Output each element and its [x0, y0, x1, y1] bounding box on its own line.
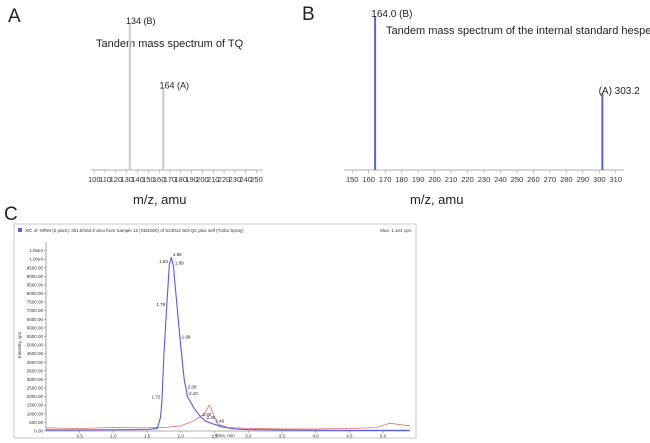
panel-b-xtick-label-13: 280	[560, 175, 573, 184]
panel-b-spectrum: 150 160 170 180 190 200 210 220 230 240 250 260 270 2…	[344, 9, 640, 184]
panel-c-ytick-label-16: 8000.00	[27, 291, 44, 296]
panel-a-xtick-label-14: 240	[239, 175, 252, 184]
panel-b-xtick-label-7: 220	[461, 175, 474, 184]
panel-b-xtick-label-9: 240	[494, 175, 507, 184]
panel-c-ytick-label-0: 0.00	[34, 429, 43, 434]
panel-c-xlabel: Time, min	[215, 433, 235, 438]
panel-c-xtick-label-7: 4.0	[312, 434, 319, 439]
panel-c-ytick-label-1: 500.00	[29, 420, 43, 425]
panel-c-peak-annotation-7: 2.10	[189, 391, 198, 396]
panel-b-title: Tandem mass spectrum of the internal sta…	[386, 25, 650, 37]
panel-c-series-red	[45, 404, 411, 430]
panel-c-peak-annotation-1: 1.79	[156, 302, 165, 307]
panel-c-ytick-label-9: 4500.00	[27, 351, 44, 356]
panel-c-ytick-label-7: 3500.00	[27, 368, 44, 373]
panel-c-ytick-label-19: 9500.00	[27, 265, 44, 270]
panel-c-xtick-label-8: 4.5	[346, 434, 353, 439]
panel-c-xtick-label-4: 2.5	[211, 434, 218, 439]
panel-c-chromatogram: 0.00 500.00 1000.00 1500.00 2000.00 2500.00 30…	[27, 242, 411, 439]
panel-c-xtick-label-3: 2.0	[178, 434, 185, 439]
panel-a-xtick-label-11: 210	[207, 175, 220, 184]
panel-b-xtick-label-16: 310	[610, 175, 623, 184]
panel-a-xtick-label-2: 120	[110, 175, 123, 184]
panel-b-xtick-label-14: 290	[577, 175, 590, 184]
panel-a-letter: A	[8, 6, 21, 27]
panel-b-xtick-label-11: 260	[527, 175, 540, 184]
panel-b-letter: B	[302, 4, 315, 25]
panel-b-peak-label-1: (A) 303.2	[599, 86, 641, 97]
panel-a-xtick-label-1: 110	[99, 175, 111, 184]
panel-c-xtick-label-9: 5.0	[380, 434, 387, 439]
panel-b-xtick-label-5: 200	[428, 175, 441, 184]
panel-b-xtick-label-8: 230	[478, 175, 491, 184]
panel-a-xtick-label-9: 190	[185, 175, 198, 184]
panel-c-ytick-label-17: 8500.00	[27, 282, 44, 287]
panel-c-series-blue	[46, 256, 410, 431]
panel-b-xtick-label-3: 180	[395, 175, 408, 184]
panel-c-peak-annotation-2: 1.83	[159, 259, 168, 264]
panel-c-ytick-label-11: 5500.00	[27, 334, 44, 339]
panel-c-ylabel: Intensity, cps	[17, 331, 22, 358]
panel-a-xtick-label-13: 230	[229, 175, 242, 184]
panel-c-ytick-label-18: 9000.00	[27, 274, 44, 279]
panel-a-xtick-label-0: 100	[88, 175, 101, 184]
panel-a-xtick-label-6: 160	[153, 175, 166, 184]
panel-c-ytick-label-4: 2000.00	[27, 394, 44, 399]
panel-b-peak-label-0: 164.0 (B)	[371, 9, 412, 20]
panel-b-xtick-label-10: 250	[511, 175, 524, 184]
panel-c-peak-annotation-4: 1.89	[175, 261, 184, 266]
panel-c-peak-annotation-5: 1.99	[182, 334, 191, 339]
panel-a-title: Tandem mass spectrum of TQ	[96, 38, 244, 50]
panel-a-peak-label-0: 134 (B)	[126, 16, 156, 26]
panel-c-ytick-label-20: 1.00e4	[29, 257, 43, 262]
panel-c-peak-annotation-9: 2.36	[207, 415, 216, 420]
panel-a-xtick-label-8: 180	[175, 175, 188, 184]
panel-b-xtick-label-12: 270	[544, 175, 557, 184]
panel-a-xtick-label-12: 220	[218, 175, 231, 184]
panel-c-ytick-label-8: 4000.00	[27, 360, 44, 365]
panel-c-ytick-label-6: 3000.00	[27, 377, 44, 382]
panel-c-peak-annotation-6: 2.08	[188, 384, 197, 389]
panel-c-peak-annotation-8: 2.30	[203, 412, 212, 417]
panel-c-xtick-label-0: 0.5	[77, 434, 84, 439]
panel-a-xtick-label-10: 200	[196, 175, 209, 184]
panel-c-ytick-label-2: 1000.00	[27, 411, 44, 416]
panel-c-letter: C	[4, 204, 18, 225]
panel-c-peak-annotation-0: 1.72	[152, 395, 161, 400]
panel-c-ytick-label-3: 1500.00	[27, 403, 44, 408]
panel-b-xtick-label-4: 190	[412, 175, 425, 184]
panel-c-xtick-label-2: 1.5	[144, 434, 151, 439]
panel-b-xtick-label-0: 150	[346, 175, 359, 184]
panel-a-xlabel: m/z, amu	[133, 192, 186, 207]
panel-c-ytick-label-14: 7000.00	[27, 308, 44, 313]
panel-a-xtick-label-5: 150	[142, 175, 155, 184]
panel-b-xlabel: m/z, amu	[410, 192, 463, 207]
panel-c-peak-annotation-3: 1.86	[173, 252, 182, 257]
panel-c-legend-marker	[18, 228, 22, 232]
panel-a-spectrum: 1001101201301401501601701801902002102202…	[88, 16, 263, 184]
panel-a-xtick-label-3: 130	[120, 175, 133, 184]
panel-c-ytick-label-21: 1.05e4	[29, 248, 43, 253]
panel-b-xtick-label-2: 170	[379, 175, 392, 184]
panel-c-header: XIC of -MRM (2 pairs): 301.8/164.0 amu f…	[25, 228, 244, 233]
panel-c-ytick-label-13: 6500.00	[27, 317, 44, 322]
panel-a-xtick-label-15: 250	[250, 175, 263, 184]
panel-b-xtick-label-15: 300	[593, 175, 606, 184]
panel-b-xtick-label-1: 160	[362, 175, 375, 184]
panel-c-header-right: Max. 1.1e4 cps.	[380, 228, 412, 233]
panel-a-peak-label-1: 164 (A)	[159, 81, 189, 91]
panel-c-frame	[13, 223, 417, 439]
panel-c-peak-annotation-10: 2.49	[215, 419, 224, 424]
panel-b-xtick-label-6: 210	[445, 175, 458, 184]
panel-c-ytick-label-15: 7500.00	[27, 300, 44, 305]
panel-c-xtick-label-5: 3.0	[245, 434, 252, 439]
panel-c-ytick-label-5: 2500.00	[27, 386, 44, 391]
panel-c-ytick-label-12: 6000.00	[27, 325, 44, 330]
panel-a-xtick-label-4: 140	[131, 175, 144, 184]
panel-a-xtick-label-7: 170	[164, 175, 177, 184]
panel-c-xtick-label-1: 1.0	[110, 434, 117, 439]
panel-c-xtick-label-6: 3.5	[279, 434, 286, 439]
panel-c-ytick-label-10: 5000.00	[27, 343, 44, 348]
